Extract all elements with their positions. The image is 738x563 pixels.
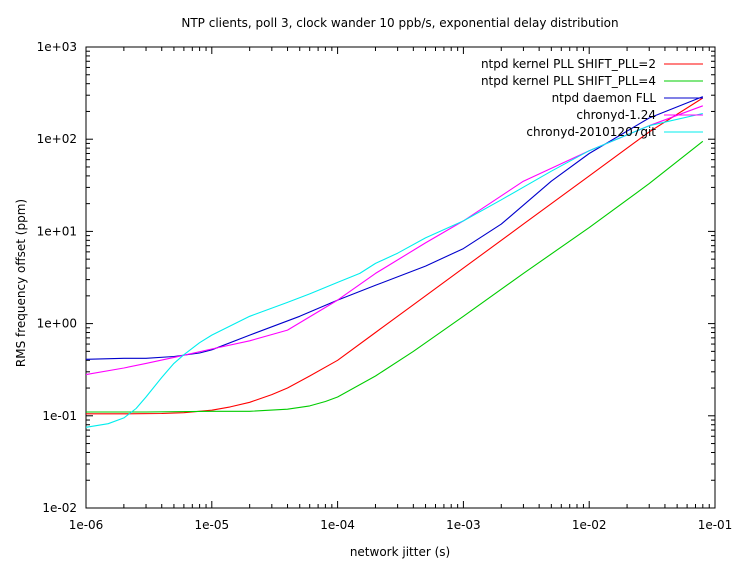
series-line-5 [85, 112, 703, 428]
chart-title: NTP clients, poll 3, clock wander 10 ppb… [181, 16, 618, 30]
x-tick-label: 1e-06 [69, 518, 104, 532]
plot-border [85, 46, 716, 509]
x-tick-label: 1e-02 [572, 518, 607, 532]
y-tick-label: 1e+00 [37, 317, 77, 331]
series-layer [85, 96, 704, 428]
series-line-4 [85, 105, 703, 376]
x-axis-label: network jitter (s) [350, 545, 450, 559]
legend-label: ntpd kernel PLL SHIFT_PLL=4 [481, 74, 656, 88]
x-tick-label: 1e-05 [194, 518, 229, 532]
x-axis: 1e-06 1e-05 1e-04 1e-03 1e-02 1e-01 [69, 47, 733, 532]
legend-label: ntpd kernel PLL SHIFT_PLL=2 [481, 57, 656, 71]
y-tick-label: 1e+02 [37, 132, 77, 146]
y-tick-label: 1e-02 [42, 501, 77, 515]
y-tick-label: 1e+03 [37, 40, 77, 54]
y-tick-label: 1e+01 [37, 224, 77, 238]
plot-area [85, 46, 716, 509]
legend-label: ntpd daemon FLL [552, 91, 657, 105]
y-axis: 1e-02 1e-01 1e+00 1e+01 1e+02 1e+03 [37, 40, 715, 515]
x-tick-label: 1e-04 [320, 518, 355, 532]
series-line-1 [86, 97, 704, 415]
x-tick-label: 1e-03 [446, 518, 481, 532]
legend-label: chronyd-1.24 [576, 108, 656, 122]
legend-label: chronyd-20101207git [526, 125, 656, 139]
series-line-2 [86, 140, 704, 413]
y-tick-label: 1e-01 [42, 409, 77, 423]
x-tick-label: 1e-01 [698, 518, 733, 532]
y-axis-label: RMS frequency offset (ppm) [14, 199, 28, 367]
